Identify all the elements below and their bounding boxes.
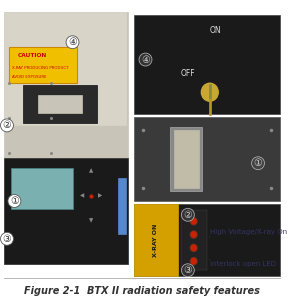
FancyBboxPatch shape [9,47,77,82]
Text: Figure 2-1  BTX II radiation safety features: Figure 2-1 BTX II radiation safety featu… [24,286,260,296]
Text: ◀: ◀ [80,194,85,199]
Text: ①: ① [254,158,262,168]
Text: ①: ① [10,196,19,206]
Text: AVOID EXPOSURE: AVOID EXPOSURE [12,75,47,79]
Text: ▼: ▼ [89,219,93,224]
FancyBboxPatch shape [4,12,126,125]
Text: ③: ③ [3,234,11,244]
Circle shape [191,219,196,224]
Circle shape [190,258,197,265]
Text: X-RAY PRODUCING PRODUCT: X-RAY PRODUCING PRODUCT [12,66,69,70]
FancyBboxPatch shape [174,130,199,188]
Text: ▲: ▲ [89,168,93,173]
Text: High Voltage/X-ray On: High Voltage/X-ray On [210,230,287,236]
FancyBboxPatch shape [170,127,202,191]
FancyBboxPatch shape [38,94,82,113]
Circle shape [201,83,218,101]
Text: X-RAY ON: X-RAY ON [153,223,158,257]
Text: ④: ④ [68,37,77,47]
Text: OFF: OFF [181,69,195,78]
FancyBboxPatch shape [181,210,207,270]
Text: ▶: ▶ [98,194,102,199]
Text: ②: ② [3,120,11,130]
FancyBboxPatch shape [134,204,280,276]
FancyBboxPatch shape [134,15,280,114]
FancyBboxPatch shape [23,85,97,123]
FancyBboxPatch shape [118,178,126,234]
Circle shape [190,244,197,251]
Text: ②: ② [184,210,192,220]
FancyBboxPatch shape [134,117,280,201]
Text: ON: ON [210,26,221,35]
Text: Interlock open LED: Interlock open LED [210,261,276,267]
Circle shape [191,259,196,264]
Text: ③: ③ [184,265,192,275]
FancyBboxPatch shape [11,168,73,208]
Circle shape [191,245,196,250]
FancyBboxPatch shape [4,12,128,264]
FancyBboxPatch shape [134,204,178,276]
FancyBboxPatch shape [209,84,211,100]
FancyBboxPatch shape [209,98,211,115]
Circle shape [190,218,197,225]
FancyBboxPatch shape [4,158,128,264]
Circle shape [190,231,197,238]
Circle shape [191,232,196,237]
Text: CAUTION: CAUTION [18,53,47,58]
Text: ④: ④ [141,55,150,64]
